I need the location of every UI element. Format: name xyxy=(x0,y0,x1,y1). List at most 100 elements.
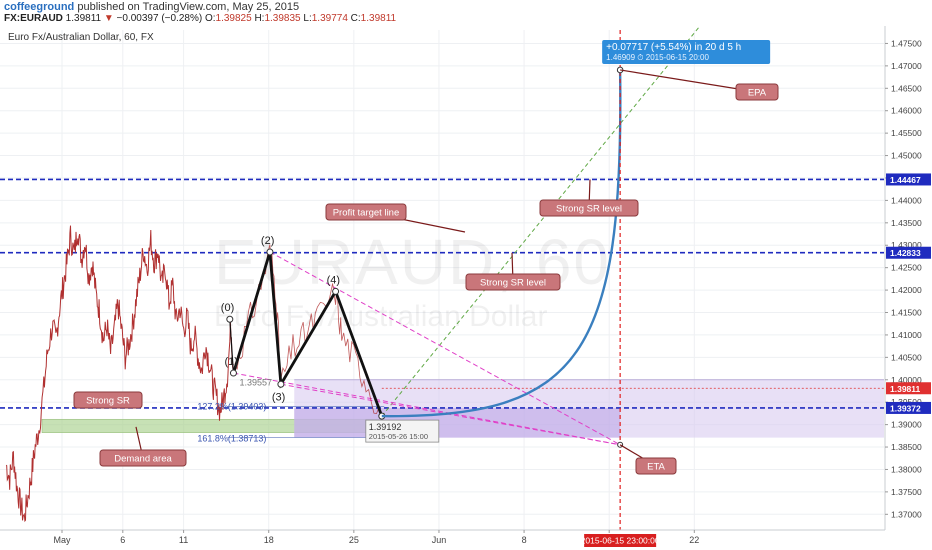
point-label-date: 2015-05-26 15:00 xyxy=(369,432,428,441)
wave-label: (3) xyxy=(272,391,285,403)
publication-header: coffeeground published on TradingView.co… xyxy=(0,0,932,26)
watermark-name: Euro Fx/Australian Dollar xyxy=(214,300,547,333)
callout-profit-target-box xyxy=(325,203,407,221)
time-axis-background xyxy=(0,530,932,550)
wave-label: (0) xyxy=(221,302,234,314)
low-value: 1.39774 xyxy=(311,13,348,24)
callout-strong-sr-middle-text: Strong SR level xyxy=(480,278,546,289)
last-price-value: 1.39811 xyxy=(65,13,102,24)
time-axis-label: 22 xyxy=(689,535,699,545)
price-axis-label: 1.43000 xyxy=(891,240,922,250)
price-axis-label: 1.45000 xyxy=(891,151,922,161)
price-axis-label: 1.38500 xyxy=(891,442,922,452)
price-axis-label: 1.44000 xyxy=(891,195,922,205)
fib-161-label: 161.8%(1.38713) xyxy=(197,433,266,443)
wave-point-marker xyxy=(226,315,234,323)
chart-title: Euro Fx/Australian Dollar, 60, FX xyxy=(8,32,154,43)
change-value: −0.00397 (−0.28%) xyxy=(116,13,203,24)
callout-epa-pointer xyxy=(620,69,758,93)
price-axis-label: 1.37500 xyxy=(891,487,922,497)
time-axis-label: Jun xyxy=(432,535,447,545)
price-axis-label: 1.37000 xyxy=(891,509,922,519)
wave-label: (1) xyxy=(224,356,237,368)
cursor-date-box xyxy=(584,534,657,547)
time-axis-label: 11 xyxy=(179,535,188,545)
price-axis-label: 1.42000 xyxy=(891,285,922,295)
level-price-tag-text: 1.39372 xyxy=(890,403,921,413)
price-axis-label: 1.40500 xyxy=(891,352,922,362)
published-text: published on TradingView.com, May 25, 20… xyxy=(77,1,300,13)
last-price-tag-box xyxy=(886,382,931,395)
time-axis-label: 8 xyxy=(522,535,527,545)
wave-label: (2) xyxy=(261,235,274,247)
level-price-tag-box xyxy=(886,401,931,414)
callout-eta-text: ETA xyxy=(647,462,665,473)
author-link[interactable]: coffeeground xyxy=(4,1,75,13)
callout-strong-sr-upper-text: Strong SR level xyxy=(556,204,622,215)
high-value: 1.39835 xyxy=(264,13,301,24)
close-label: C: xyxy=(350,13,361,24)
wave-point-marker xyxy=(266,248,274,256)
price-axis-label: 1.46500 xyxy=(891,83,922,93)
price-axis-label: 1.45500 xyxy=(891,128,922,138)
point-label-price: 1.39192 xyxy=(369,422,402,432)
wave-label: (4) xyxy=(327,274,340,286)
high-label: H: xyxy=(254,13,265,24)
price-axis-background xyxy=(885,26,932,550)
wave-point-marker xyxy=(332,287,340,295)
cursor-date-text: 2015-06-15 23:00:00 xyxy=(581,536,660,546)
level-price-tag-box xyxy=(886,246,931,259)
low-label: L: xyxy=(303,13,312,24)
channel-mid-line xyxy=(280,383,621,446)
last-price-tag-text: 1.39811 xyxy=(890,384,921,394)
down-arrow-icon: ▼ xyxy=(103,13,114,24)
callout-epa-text: EPA xyxy=(748,88,767,99)
level-price-tag-box xyxy=(886,173,931,186)
price-axis-label: 1.39000 xyxy=(891,420,922,430)
projection-curve xyxy=(381,69,622,418)
price-history-line xyxy=(5,225,234,523)
point-label-box xyxy=(365,419,440,443)
projection-target-text: 1.46909 ⏱ 2015-06-15 20:00 xyxy=(606,53,709,62)
price-axis-label: 1.43500 xyxy=(891,218,922,228)
callout-strong-sr-middle-box xyxy=(465,273,561,291)
callout-strong-sr-lower-box xyxy=(73,391,143,409)
price-axis-label: 1.40000 xyxy=(891,375,922,385)
pivot-price-label: 1.39557 xyxy=(240,377,273,387)
level-price-tag-text: 1.42833 xyxy=(890,248,921,258)
callout-strong-sr-lower-text: Strong SR xyxy=(86,396,130,407)
time-axis-label: May xyxy=(53,535,71,545)
wave-0-line xyxy=(229,319,235,374)
projection-change-text: +0.07717 (+5.54%) in 20 d 5 h xyxy=(606,42,741,53)
open-value: 1.39825 xyxy=(215,13,252,24)
price-axis-label: 1.41000 xyxy=(891,330,922,340)
price-axis-label: 1.47000 xyxy=(891,61,922,71)
price-axis-label: 1.47500 xyxy=(891,38,922,48)
channel-upper-line xyxy=(269,251,621,446)
level-price-tag-text: 1.44467 xyxy=(890,175,921,185)
price-axis-label: 1.41500 xyxy=(891,308,922,318)
open-label: O: xyxy=(204,13,216,24)
callout-demand-area-box xyxy=(99,449,187,467)
price-axis-label: 1.38000 xyxy=(891,464,922,474)
time-axis-label: 6 xyxy=(120,535,125,545)
publisher-line: coffeeground published on TradingView.co… xyxy=(4,1,299,13)
callout-demand-area-text: Demand area xyxy=(114,454,172,465)
callout-strong-sr-upper-box xyxy=(539,199,639,217)
callout-profit-target-text: Profit target line xyxy=(333,208,400,219)
price-axis-label: 1.42500 xyxy=(891,263,922,273)
wave-point-marker xyxy=(277,380,285,388)
callout-epa-box xyxy=(735,83,779,101)
time-axis-label: 25 xyxy=(349,535,359,545)
price-axis-label: 1.46000 xyxy=(891,106,922,116)
symbol-label: FX:EURAUD xyxy=(4,13,63,24)
close-value: 1.39811 xyxy=(360,13,397,24)
channel-lower-line xyxy=(233,372,621,446)
fib-127-label: 127.2%(1.39403) xyxy=(197,402,266,412)
projection-info-box xyxy=(602,39,771,64)
callout-eta-box xyxy=(635,457,677,475)
ohlc-line: FX:EURAUD 1.39811 ▼ −0.00397 (−0.28%) O:… xyxy=(4,13,396,24)
wave-point-marker xyxy=(229,369,237,377)
